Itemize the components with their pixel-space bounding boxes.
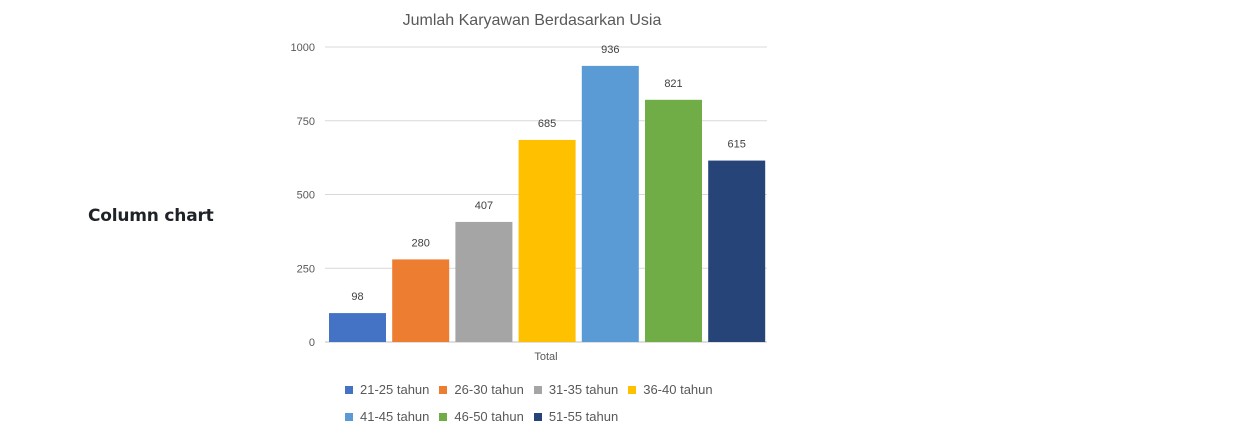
legend-swatch — [345, 385, 353, 394]
bar-26-30-tahun — [392, 259, 450, 342]
data-label: 407 — [475, 200, 493, 212]
legend-item: 21-25 tahun — [345, 382, 429, 397]
y-tick-label: 250 — [297, 263, 315, 275]
legend-row: 41-45 tahun 46-50 tahun 51-55 tahun — [345, 403, 765, 430]
bars — [329, 65, 766, 343]
legend-swatch — [628, 385, 637, 394]
chart-title: Jumlah Karyawan Berdasarkan Usia — [403, 12, 662, 29]
bar-51-55-tahun — [708, 160, 766, 342]
legend-swatch — [533, 385, 542, 394]
y-tick-label: 1000 — [291, 42, 315, 54]
data-label: 615 — [728, 139, 746, 151]
legend-swatch — [439, 385, 448, 394]
legend-item: 41-45 tahun — [345, 409, 429, 424]
legend-item: 46-50 tahun — [439, 409, 524, 424]
data-label: 280 — [412, 237, 430, 249]
data-labels: 98 280 407 685 936 821 615 — [351, 44, 746, 303]
bar-21-25-tahun — [329, 313, 386, 342]
y-axis-ticks: 0 250 500 750 1000 — [291, 42, 315, 349]
legend-swatch — [439, 412, 448, 421]
legend-item: 31-35 tahun — [533, 382, 619, 397]
bar-36-40-tahun — [518, 139, 576, 342]
legend-item: 36-40 tahun — [628, 382, 713, 397]
bar-41-45-tahun — [581, 65, 639, 342]
legend-row: 21-25 tahun 26-30 tahun 31-35 tahun 36-40 t… — [345, 376, 765, 403]
y-tick-label: 500 — [297, 190, 315, 202]
legend-label: 46-50 tahun — [454, 409, 524, 424]
data-label: 685 — [538, 118, 556, 130]
legend-item: 26-30 tahun — [439, 382, 524, 397]
legend-label: 36-40 tahun — [643, 382, 713, 397]
legend-swatch — [345, 412, 353, 421]
bar-31-35-tahun — [455, 221, 513, 342]
data-label: 821 — [664, 78, 682, 90]
data-label: 98 — [351, 291, 363, 303]
legend-swatch — [533, 412, 542, 421]
x-category-label: Total — [534, 351, 557, 363]
legend-item: 51-55 tahun — [533, 409, 619, 424]
legend-label: 26-30 tahun — [454, 382, 524, 397]
y-tick-label: 0 — [309, 337, 315, 349]
data-label: 936 — [601, 44, 619, 56]
legend-label: 51-55 tahun — [548, 409, 619, 424]
legend-label: 41-45 tahun — [360, 409, 430, 424]
y-tick-label: 750 — [297, 116, 315, 128]
legend-label: 21-25 tahun — [360, 382, 430, 397]
legend-label: 31-35 tahun — [548, 382, 619, 397]
side-label: Column chart — [88, 206, 214, 226]
legend: 21-25 tahun 26-30 tahun 31-35 tahun 36-40 t… — [345, 376, 765, 430]
bar-46-50-tahun — [645, 99, 702, 343]
